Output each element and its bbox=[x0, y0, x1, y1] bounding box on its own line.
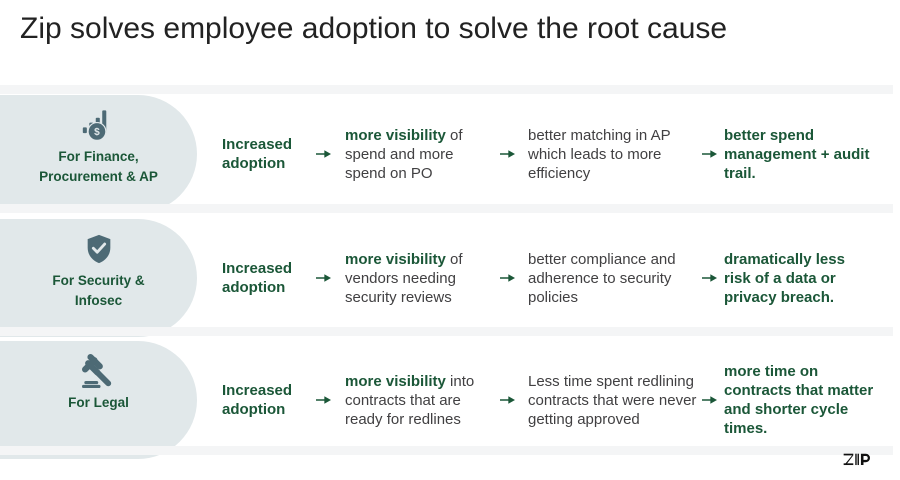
svg-text:$: $ bbox=[94, 127, 100, 138]
